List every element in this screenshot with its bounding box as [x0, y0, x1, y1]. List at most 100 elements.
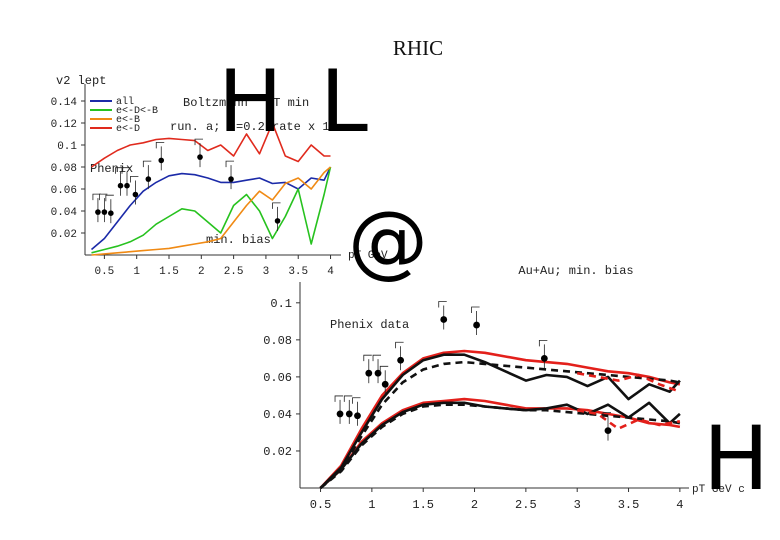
- x-tick-label: 1.5: [159, 266, 179, 278]
- data-point: [374, 369, 382, 377]
- data-point: [124, 182, 130, 189]
- bottom-chart: Au+Au; min. bias Phenix data pT GeV c 0.…: [263, 264, 745, 512]
- top-params-label: run. a;: [170, 120, 220, 134]
- y-tick-label: 0.04: [51, 207, 78, 219]
- series-line-6: [576, 371, 681, 393]
- systematic-bracket: [372, 354, 382, 362]
- systematic-bracket: [130, 176, 139, 183]
- x-tick-label: 3.5: [288, 266, 308, 278]
- series-line-0: [319, 349, 681, 489]
- bottom-title: Au+Au; min. bias: [518, 264, 633, 278]
- systematic-bracket: [379, 365, 389, 373]
- systematic-bracket: [538, 339, 548, 347]
- series-line-eb: [91, 166, 332, 256]
- y-tick-label: 0.12: [51, 119, 77, 131]
- y-tick-label: 0.1: [270, 297, 292, 311]
- legend-label: e<-D: [116, 124, 140, 135]
- systematic-bracket: [155, 142, 165, 149]
- x-tick-label: 0.5: [310, 498, 332, 512]
- systematic-bracket: [225, 160, 235, 168]
- bottom-xlabel: pT GeV c: [692, 484, 745, 496]
- x-tick-label: 3: [574, 498, 581, 512]
- systematic-bracket: [438, 301, 447, 308]
- x-tick-label: 2.5: [224, 266, 244, 278]
- systematic-bracket: [395, 341, 404, 349]
- y-tick-label: 0.02: [263, 445, 292, 459]
- systematic-bracket: [471, 306, 480, 314]
- series-line-ed: [91, 122, 331, 168]
- page-title: RHIC: [393, 36, 443, 60]
- systematic-bracket: [334, 395, 344, 402]
- y-tick-label: 0.08: [51, 163, 77, 175]
- data-point: [132, 191, 139, 198]
- legend-label: e<-B: [116, 115, 140, 126]
- data-point: [108, 210, 114, 216]
- x-tick-label: 2: [198, 266, 205, 278]
- systematic-bracket: [352, 397, 361, 404]
- legend-label: all: [116, 96, 134, 108]
- systematic-bracket: [194, 138, 204, 146]
- series-line-5: [319, 403, 681, 490]
- data-point: [101, 209, 108, 215]
- data-point: [604, 427, 612, 434]
- y-tick-label: 0.1: [57, 141, 77, 153]
- systematic-bracket: [115, 167, 124, 174]
- legend-label: e<-D<-B: [116, 106, 158, 117]
- x-tick-label: 2: [471, 498, 478, 512]
- top-xlabel: pT GeV: [348, 250, 388, 262]
- x-tick-label: 4: [676, 498, 683, 512]
- data-point: [197, 154, 203, 160]
- data-point: [540, 354, 548, 362]
- systematic-bracket: [105, 194, 114, 202]
- systematic-bracket: [363, 354, 372, 362]
- data-point: [95, 209, 101, 215]
- y-tick-label: 0.06: [51, 185, 77, 197]
- top-model-label: Boltzmann: [183, 96, 248, 110]
- top-data-label: Phenix: [90, 162, 133, 176]
- y-tick-label: 0.14: [51, 97, 78, 109]
- x-tick-label: 1: [368, 498, 375, 512]
- glyph-at: @: [348, 194, 428, 287]
- data-point: [473, 321, 480, 329]
- glyph-l-top: L: [320, 52, 368, 152]
- systematic-bracket: [343, 395, 353, 402]
- x-tick-label: 2.5: [515, 498, 537, 512]
- systematic-bracket: [602, 412, 611, 419]
- systematic-bracket: [98, 193, 108, 201]
- data-point: [440, 316, 448, 323]
- series-line-2: [319, 353, 681, 489]
- y-tick-label: 0.02: [51, 229, 77, 241]
- data-point: [145, 176, 152, 182]
- data-point: [381, 380, 389, 388]
- data-point: [336, 410, 344, 418]
- bottom-data-label: Phenix data: [330, 318, 409, 332]
- y-tick-label: 0.06: [263, 371, 292, 385]
- y-tick-label: 0.08: [263, 334, 292, 348]
- data-point: [397, 356, 405, 364]
- x-tick-label: 1: [133, 266, 140, 278]
- systematic-bracket: [272, 202, 281, 209]
- data-point: [354, 412, 361, 420]
- x-tick-label: 0.5: [94, 266, 114, 278]
- data-point: [117, 182, 124, 189]
- data-point: [365, 369, 373, 377]
- x-tick-label: 4: [327, 266, 334, 278]
- top-ylabel: v2 lept: [56, 74, 106, 88]
- x-tick-label: 3.5: [618, 498, 640, 512]
- top-pval-label: =0.2: [236, 120, 265, 134]
- series-line-3: [319, 401, 681, 489]
- series-line-7: [576, 408, 681, 430]
- glyph-h-bottom: H: [703, 407, 769, 510]
- data-point: [158, 157, 165, 164]
- y-tick-label: 0.04: [263, 408, 292, 422]
- data-point: [274, 218, 281, 224]
- series-line-edb: [91, 166, 332, 254]
- x-tick-label: 1.5: [412, 498, 434, 512]
- systematic-bracket: [92, 193, 101, 201]
- systematic-bracket: [121, 167, 130, 174]
- glyph-h-top: H: [218, 52, 283, 152]
- data-point: [228, 176, 234, 182]
- data-point: [345, 410, 353, 418]
